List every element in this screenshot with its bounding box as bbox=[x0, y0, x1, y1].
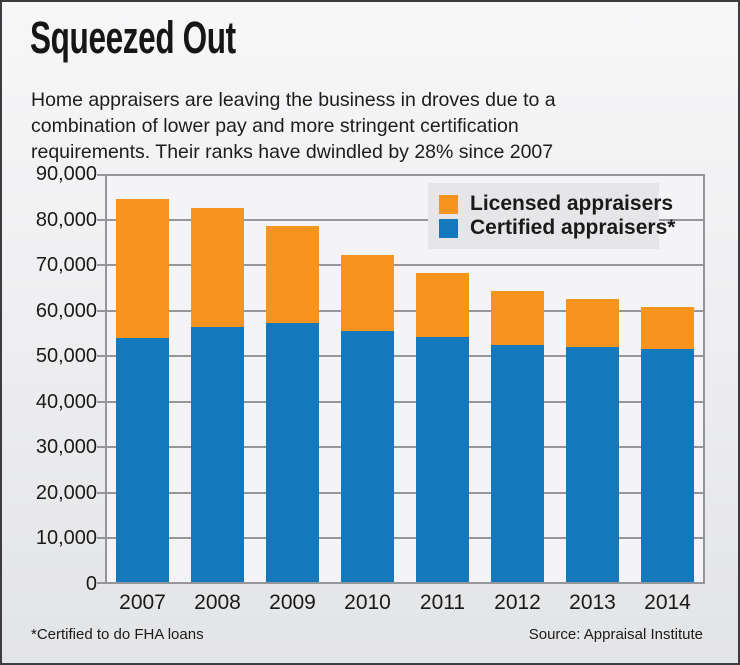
bar-2012 bbox=[491, 290, 544, 584]
bar-segment-licensed-2014 bbox=[641, 306, 694, 350]
gridline bbox=[105, 218, 705, 221]
y-axis-tick bbox=[97, 174, 105, 176]
x-tick-label-2011: 2011 bbox=[419, 591, 466, 614]
bar-2011 bbox=[416, 272, 469, 584]
bar-segment-licensed-2009 bbox=[266, 225, 319, 324]
legend: Licensed appraisers Certified appraisers* bbox=[428, 183, 675, 249]
y-axis-tick bbox=[97, 446, 105, 449]
y-axis-tick bbox=[97, 582, 105, 584]
x-tick-label-2012: 2012 bbox=[494, 591, 541, 614]
legend-swatch-icon bbox=[439, 218, 458, 238]
subtitle-line: Home appraisers are leaving the business… bbox=[31, 89, 556, 111]
y-tick-label: 70,000 bbox=[35, 254, 97, 277]
y-tick-label: 0 bbox=[85, 573, 97, 595]
subtitle-line: combination of lower pay and more string… bbox=[31, 115, 519, 137]
x-tick-label-2010: 2010 bbox=[344, 591, 391, 614]
y-axis-tick bbox=[97, 264, 105, 267]
x-tick-label-2007: 2007 bbox=[119, 591, 166, 614]
y-tick-label: 60,000 bbox=[35, 299, 97, 322]
y-axis-tick bbox=[97, 491, 105, 494]
x-tick-label-2009: 2009 bbox=[269, 591, 316, 614]
bar-2007 bbox=[116, 199, 169, 584]
bar-slot-2011 bbox=[405, 174, 480, 584]
x-tick-label-2014: 2014 bbox=[644, 591, 691, 614]
bar-segment-certified-2011 bbox=[416, 336, 469, 584]
chart-subtitle: Home appraisers are leaving the business… bbox=[31, 87, 556, 165]
legend-swatch-icon bbox=[439, 194, 458, 214]
gridline bbox=[105, 537, 705, 540]
bar-segment-licensed-2007 bbox=[116, 199, 169, 338]
gridline bbox=[105, 355, 705, 358]
legend-item: Licensed appraisers bbox=[439, 192, 673, 216]
bar-slot-2013 bbox=[555, 174, 630, 584]
legend-label: Certified appraisers* bbox=[470, 216, 676, 239]
bar-2010 bbox=[341, 255, 394, 584]
gridline bbox=[105, 446, 705, 449]
bar-2009 bbox=[266, 225, 319, 584]
bar-2013 bbox=[566, 298, 619, 584]
bar-segment-licensed-2008 bbox=[191, 208, 244, 327]
bar-slot-2012 bbox=[480, 174, 555, 584]
source-credit: Source: Appraisal Institute bbox=[528, 626, 703, 643]
bar-segment-certified-2009 bbox=[266, 323, 319, 584]
bar-segment-certified-2010 bbox=[341, 331, 394, 584]
page-title: Squeezed Out bbox=[30, 12, 236, 63]
bar-segment-licensed-2013 bbox=[566, 298, 619, 348]
y-tick-label: 80,000 bbox=[35, 208, 97, 231]
gridline bbox=[105, 400, 705, 403]
gridline bbox=[105, 264, 705, 267]
y-axis-tick bbox=[97, 218, 105, 221]
bar-segment-licensed-2012 bbox=[491, 290, 544, 345]
y-tick-label: 30,000 bbox=[35, 436, 97, 459]
y-axis-tick bbox=[97, 355, 105, 358]
y-tick-label: 40,000 bbox=[35, 390, 97, 413]
bar-slot-2009 bbox=[255, 174, 330, 584]
bar-2008 bbox=[191, 208, 244, 584]
bar-segment-certified-2012 bbox=[491, 344, 544, 584]
bar-slot-2007 bbox=[105, 174, 180, 584]
y-tick-label: 10,000 bbox=[35, 527, 97, 550]
x-tick-label-2013: 2013 bbox=[569, 591, 616, 614]
legend-item: Certified appraisers* bbox=[439, 216, 675, 240]
bar-segment-licensed-2011 bbox=[416, 272, 469, 337]
bar-segment-licensed-2010 bbox=[341, 255, 394, 332]
y-axis-tick bbox=[97, 537, 105, 540]
footnote: *Certified to do FHA loans bbox=[31, 626, 204, 643]
y-tick-label: 20,000 bbox=[35, 481, 97, 504]
bar-series bbox=[105, 174, 705, 584]
y-axis-tick bbox=[97, 309, 105, 312]
bar-2014 bbox=[641, 306, 694, 584]
gridline bbox=[105, 309, 705, 312]
bar-segment-certified-2014 bbox=[641, 349, 694, 584]
bar-segment-certified-2007 bbox=[116, 338, 169, 584]
y-tick-label: 50,000 bbox=[35, 345, 97, 368]
gridline bbox=[105, 491, 705, 494]
bar-slot-2010 bbox=[330, 174, 405, 584]
bar-segment-certified-2013 bbox=[566, 347, 619, 584]
legend-label: Licensed appraisers bbox=[470, 192, 674, 215]
y-tick-label: 90,000 bbox=[35, 163, 97, 185]
bar-slot-2014 bbox=[630, 174, 705, 584]
y-axis-tick bbox=[97, 400, 105, 403]
bar-slot-2008 bbox=[180, 174, 255, 584]
bar-segment-certified-2008 bbox=[191, 326, 244, 584]
x-tick-label-2008: 2008 bbox=[194, 591, 241, 614]
subtitle-line: requirements. Their ranks have dwindled … bbox=[31, 141, 554, 163]
